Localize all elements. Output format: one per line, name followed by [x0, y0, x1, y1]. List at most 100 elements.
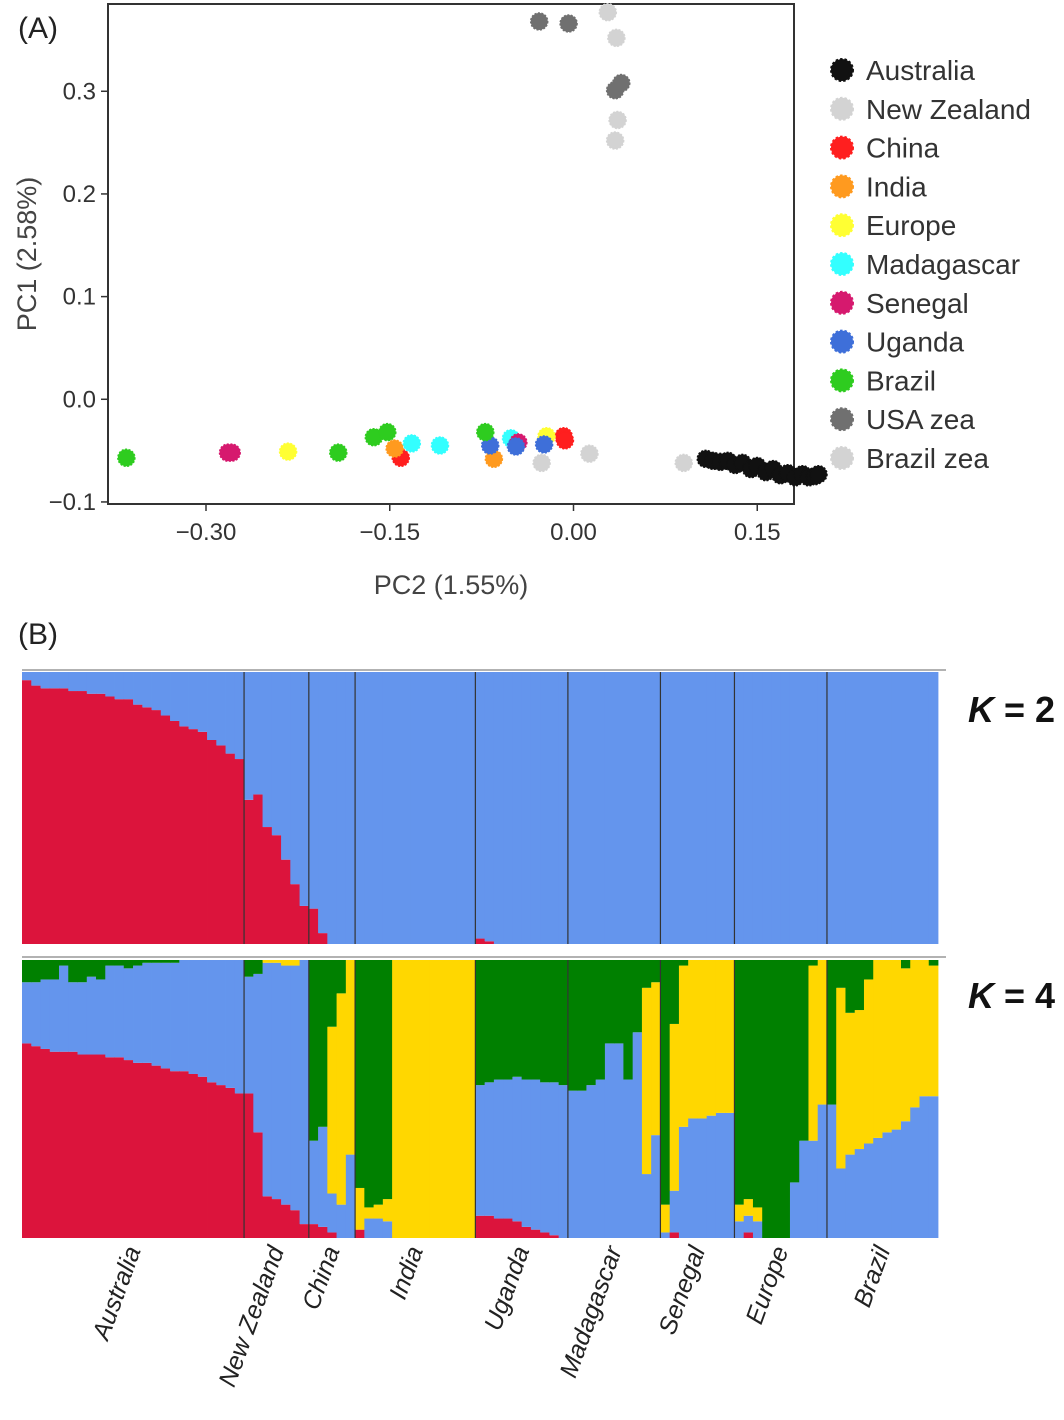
bar-segment-china — [327, 1193, 337, 1233]
bar-segment-china — [318, 1226, 328, 1238]
bar-segment-australia — [114, 1057, 125, 1238]
bar-segment-australia — [49, 672, 60, 689]
bar-segment-australia — [31, 982, 41, 1047]
x-axis-ticks: −0.30 −0.15 0.00 0.15 — [176, 504, 781, 546]
bar-segment-australia — [142, 1062, 152, 1238]
bar-segment-australia — [31, 1046, 41, 1238]
population-label-brazil: Brazil — [848, 1241, 896, 1311]
bar-segment-new-zealand — [281, 1204, 291, 1238]
bar-segment-new-zealand — [281, 965, 291, 1205]
bar-segment-europe — [780, 672, 791, 944]
bar-segment-australia — [40, 672, 51, 689]
bar-segment-madagascar — [651, 672, 661, 944]
bar-segment-senegal — [669, 1232, 680, 1238]
bar-segment-senegal — [697, 960, 708, 1119]
bar-segment-india — [355, 960, 365, 1188]
bar-segment-uganda — [549, 1082, 560, 1236]
population-label-senegal: Senegal — [653, 1241, 711, 1338]
bar-segment-new-zealand — [281, 960, 291, 966]
bar-segment-uganda — [558, 960, 569, 1086]
bar-segment-india — [419, 960, 430, 1238]
bar-segment-uganda — [475, 672, 486, 939]
bar-segment-australia — [142, 960, 152, 963]
bar-segment-australia — [197, 1076, 208, 1238]
bar-segment-india — [401, 960, 412, 1238]
bar-segment-senegal — [706, 960, 717, 1116]
bar-segment-australia — [151, 1065, 162, 1238]
bar-segment-madagascar — [567, 960, 578, 1091]
bar-segment-china — [308, 1224, 319, 1238]
bar-segment-australia — [160, 1068, 171, 1238]
bar-segment-new-zealand — [244, 976, 254, 1094]
legend-label-china: China — [866, 133, 940, 164]
bar-segment-madagascar — [567, 672, 578, 944]
bar-segment-australia — [49, 979, 60, 1052]
bar-segment-uganda — [503, 960, 513, 1080]
bar-segment-australia — [133, 1062, 143, 1238]
bar-segment-australia — [170, 672, 180, 721]
bar-segment-brazil — [845, 960, 856, 1013]
point-new-zealand — [598, 2, 618, 22]
y-axis-label: PC1 (2.58%) — [12, 177, 42, 332]
bar-segment-india — [373, 960, 384, 1205]
bar-segment-new-zealand — [244, 1093, 254, 1238]
bar-segment-brazil — [919, 960, 930, 1097]
bar-segment-uganda — [549, 960, 560, 1083]
bar-segment-europe — [752, 672, 763, 944]
bar-segment-madagascar — [623, 1079, 634, 1238]
bar-segment-brazil — [882, 672, 893, 944]
bar-segment-australia — [216, 960, 226, 1086]
bar-segment-australia — [179, 672, 189, 727]
bar-segment-india — [438, 672, 449, 944]
bar-segment-australia — [68, 960, 78, 983]
bar-segment-australia — [225, 672, 236, 754]
bar-segment-brazil — [900, 968, 911, 1122]
bar-segment-india — [382, 1199, 393, 1222]
bar-segment-brazil — [854, 672, 865, 944]
bar-segment-australia — [133, 960, 143, 966]
bar-segment-china — [318, 960, 328, 1127]
bar-segment-senegal — [725, 672, 735, 944]
bar-segment-brazil — [882, 1132, 893, 1238]
bar-segment-new-zealand — [290, 672, 300, 885]
k2-label: K = 2 — [968, 689, 1055, 730]
bar-segment-uganda — [512, 672, 523, 944]
bar-segment-brazil — [826, 672, 837, 944]
scatter-points — [117, 2, 828, 487]
bar-segment-brazil — [882, 960, 893, 1133]
bar-segment-brazil — [910, 672, 920, 944]
bar-segment-china — [318, 672, 328, 934]
point-uganda — [534, 435, 554, 454]
panel-a-label: (A) — [18, 12, 58, 45]
bar-segment-brazil — [845, 672, 856, 944]
bar-segment-senegal — [669, 1190, 680, 1233]
bar-segment-australia — [77, 982, 88, 1055]
bar-segment-australia — [105, 696, 115, 944]
bar-segment-senegal — [678, 672, 689, 944]
bar-segment-senegal — [715, 672, 726, 944]
bar-segment-australia — [234, 672, 245, 760]
bar-segment-new-zealand — [253, 973, 263, 1133]
bar-segment-brazil — [863, 1143, 874, 1238]
bar-segment-new-zealand — [271, 960, 282, 963]
pca-scatter-plot: −0.30 −0.15 0.00 0.15 −0.1 0.0 0.1 0.2 0.3 PC2 … — [12, 2, 1031, 600]
bar-segment-new-zealand — [262, 827, 273, 944]
bar-segment-australia — [216, 1085, 226, 1238]
bar-segment-europe — [771, 672, 782, 944]
population-label-europe: Europe — [740, 1242, 794, 1327]
bar-segment-india — [438, 960, 449, 1238]
bar-segment-new-zealand — [290, 960, 300, 966]
point-china — [555, 431, 575, 450]
bar-segment-madagascar — [651, 982, 661, 1136]
bar-segment-new-zealand — [244, 960, 254, 977]
bar-segment-australia — [197, 672, 208, 732]
bar-segment-australia — [123, 960, 134, 969]
bar-segment-australia — [234, 1093, 245, 1238]
bar-segment-australia — [96, 960, 106, 980]
bar-segment-uganda — [493, 960, 504, 1080]
bar-segment-madagascar — [641, 672, 652, 944]
bar-segment-madagascar — [632, 1032, 643, 1238]
bar-segment-madagascar — [651, 1135, 661, 1238]
point-brazil — [329, 443, 348, 462]
panel-b-label: (B) — [18, 618, 58, 651]
